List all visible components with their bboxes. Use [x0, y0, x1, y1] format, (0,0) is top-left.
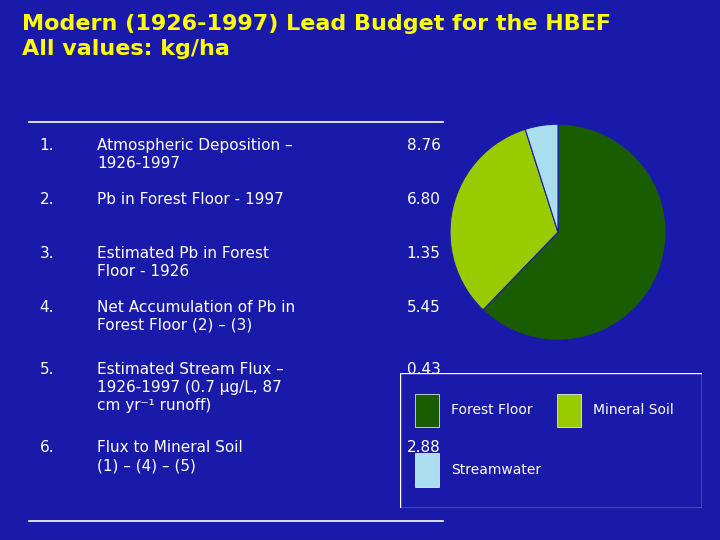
Text: 5.: 5.: [40, 362, 54, 377]
Text: Estimated Pb in Forest
Floor - 1926: Estimated Pb in Forest Floor - 1926: [97, 246, 269, 279]
Text: Net Accumulation of Pb in
Forest Floor (2) – (3): Net Accumulation of Pb in Forest Floor (…: [97, 300, 295, 333]
Bar: [415, 453, 439, 487]
Text: Flux to Mineral Soil
(1) – (4) – (5): Flux to Mineral Soil (1) – (4) – (5): [97, 440, 243, 473]
Text: 8.76: 8.76: [407, 138, 441, 153]
Text: 6.80: 6.80: [407, 192, 441, 207]
Text: Atmospheric Deposition –
1926-1997: Atmospheric Deposition – 1926-1997: [97, 138, 293, 171]
Text: 1.35: 1.35: [407, 246, 441, 261]
Text: Forest Floor: Forest Floor: [451, 403, 533, 417]
Text: Streamwater: Streamwater: [451, 463, 541, 477]
Wedge shape: [450, 129, 558, 310]
Text: Modern (1926-1997) Lead Budget for the HBEF
All values: kg/ha: Modern (1926-1997) Lead Budget for the H…: [22, 14, 611, 59]
Text: 2.: 2.: [40, 192, 54, 207]
Text: Estimated Stream Flux –
1926-1997 (0.7 μg/L, 87
cm yr⁻¹ runoff): Estimated Stream Flux – 1926-1997 (0.7 μ…: [97, 362, 284, 413]
Text: 0.43: 0.43: [407, 362, 441, 377]
Text: 5.45: 5.45: [407, 300, 441, 315]
Text: 2.88: 2.88: [407, 440, 441, 455]
Text: 6.: 6.: [40, 440, 54, 455]
Text: Mineral Soil: Mineral Soil: [593, 403, 674, 417]
Wedge shape: [525, 124, 558, 232]
Bar: [415, 394, 439, 427]
Bar: [557, 394, 581, 427]
Text: 4.: 4.: [40, 300, 54, 315]
Text: 1.: 1.: [40, 138, 54, 153]
Text: Pb in Forest Floor - 1997: Pb in Forest Floor - 1997: [97, 192, 284, 207]
Text: 3.: 3.: [40, 246, 54, 261]
Wedge shape: [483, 124, 666, 340]
